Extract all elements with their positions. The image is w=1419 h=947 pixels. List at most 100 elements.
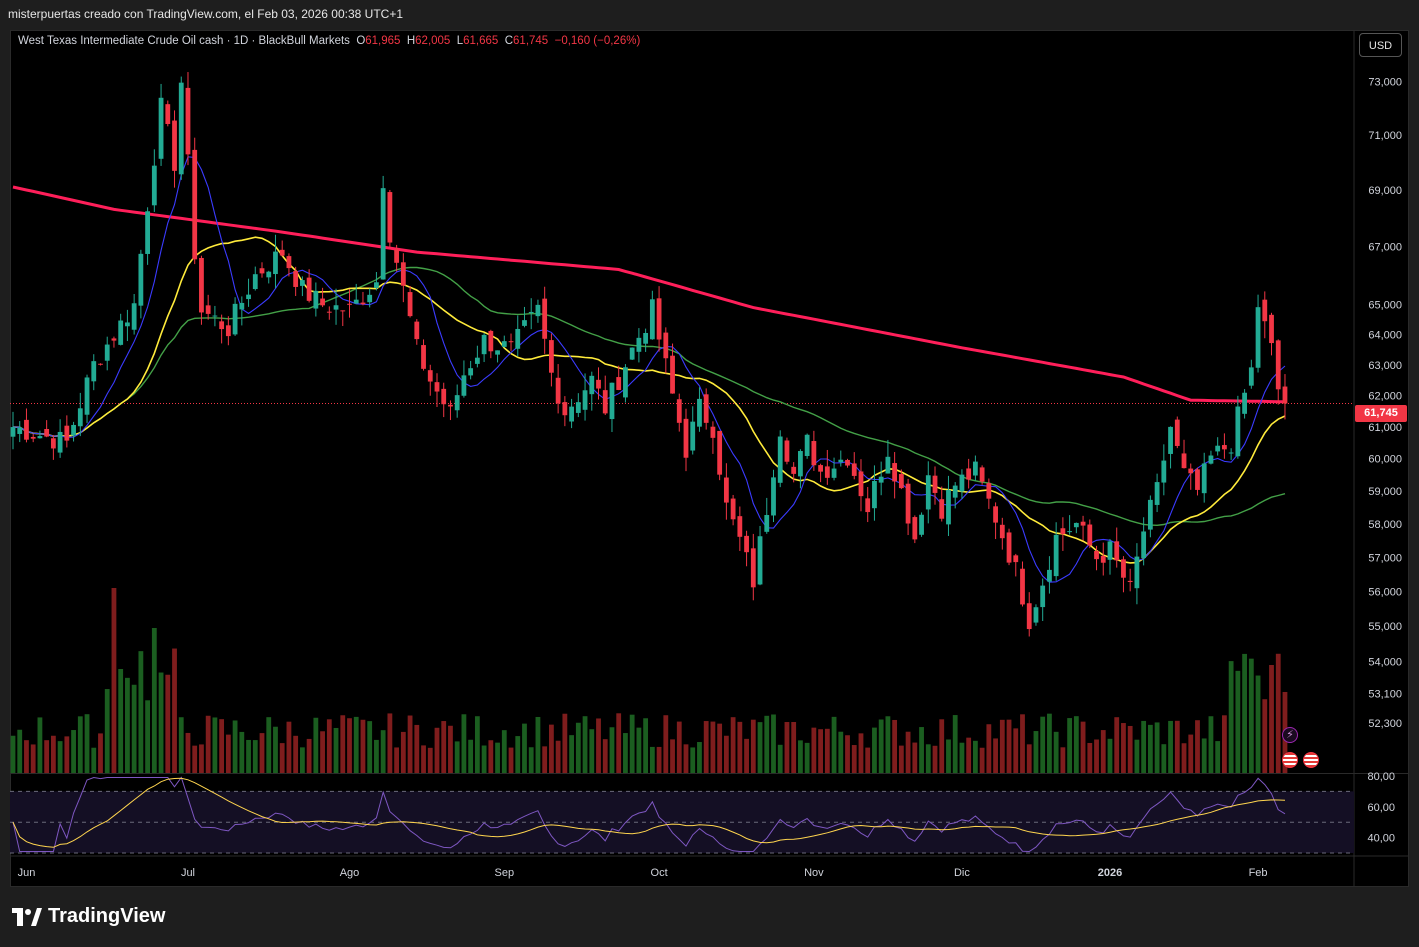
candle-body [299, 280, 305, 286]
volume-bar [515, 736, 521, 773]
legend-symbol: West Texas Intermediate Crude Oil cash ·… [18, 35, 350, 47]
tradingview-logo[interactable]: TradingView [12, 905, 165, 928]
candle-body [131, 303, 137, 330]
volume-bar [313, 717, 319, 773]
candle-body [744, 535, 749, 553]
volume-bar [959, 742, 965, 773]
candle-body [838, 459, 844, 463]
volume-bar [306, 738, 312, 773]
candle-body [710, 426, 716, 438]
candle-body [723, 477, 729, 503]
candle-body [643, 332, 649, 344]
volume-bar [232, 720, 238, 773]
volume-bar [320, 731, 325, 773]
candle-body [562, 402, 568, 416]
us-flag-event-icon[interactable] [1282, 752, 1298, 768]
price-axis-label: 56,000 [1368, 586, 1402, 598]
volume-bar [697, 742, 702, 773]
volume-bar [663, 715, 669, 773]
price-axis-label: 62,000 [1368, 391, 1402, 403]
candle-body [1107, 541, 1113, 560]
volume-bar [872, 727, 877, 773]
candle-body [1275, 340, 1281, 390]
ma50-line [12, 266, 1286, 527]
candle-body [165, 104, 171, 124]
volume-bar [649, 746, 655, 773]
price-axis-label: 54,000 [1368, 656, 1402, 668]
candle-body [474, 357, 480, 364]
candle-body [407, 292, 413, 317]
volume-bar [145, 700, 150, 773]
volume-bar [575, 722, 581, 773]
volume-bar [764, 715, 770, 773]
volume-bar [71, 730, 76, 773]
us-flag-event-icon[interactable] [1303, 752, 1319, 768]
candle-body [549, 340, 554, 373]
volume-bar [1222, 715, 1227, 773]
volume-bar [710, 721, 716, 773]
candle-body [145, 211, 150, 254]
candle-body [1053, 534, 1059, 577]
volume-bar [925, 744, 931, 773]
volume-bar [804, 742, 810, 773]
chart-caption: misterpuertas creado con TradingView.com… [8, 7, 403, 21]
currency-button[interactable]: USD [1359, 33, 1402, 57]
candle-body [791, 466, 797, 474]
volume-bar [979, 747, 985, 773]
candle-body [663, 332, 669, 359]
lightning-icon[interactable]: ⚡ [1282, 727, 1298, 743]
candle-body [1188, 468, 1194, 474]
volume-bar [407, 715, 413, 773]
time-axis-label: Dic [954, 867, 970, 879]
candle-body [999, 524, 1005, 539]
volume-bar [468, 739, 474, 773]
volume-bar [286, 721, 292, 773]
volume-bar [266, 717, 272, 773]
candle-body [939, 499, 945, 519]
volume-bar [1262, 699, 1268, 773]
volume-bar [845, 735, 850, 773]
volume-bar [885, 716, 891, 773]
volume-bar [394, 747, 400, 773]
volume-bar [818, 729, 823, 773]
candle-body [959, 474, 965, 492]
candle-body [636, 337, 642, 352]
volume-bar [723, 735, 729, 773]
candle-body [596, 379, 601, 389]
candle-body [764, 515, 770, 532]
candle-body [320, 298, 325, 306]
volume-bar [1026, 744, 1032, 773]
candle-body [239, 302, 245, 310]
volume-bar [1235, 670, 1241, 773]
volume-bar [616, 713, 622, 773]
candle-body [461, 375, 467, 396]
candle-body [158, 97, 164, 159]
legend-low: 61,665 [463, 35, 499, 47]
candle-body [972, 461, 978, 476]
candle-body [1073, 522, 1079, 528]
volume-bar [111, 588, 117, 773]
volume-bar [91, 747, 97, 773]
candle-body [925, 475, 931, 510]
volume-bar [98, 733, 103, 773]
candle-body [293, 271, 299, 287]
candle-body [1269, 314, 1274, 344]
candle-body [394, 249, 400, 263]
volume-bar [1228, 661, 1234, 773]
candle-body [481, 334, 487, 355]
candle-body [905, 483, 911, 524]
candle-body [225, 325, 231, 337]
volume-bar [730, 717, 736, 773]
volume-bar [205, 715, 211, 773]
volume-bar [878, 719, 884, 773]
candle-body [104, 344, 110, 361]
candle-body [50, 438, 56, 449]
volume-bar [326, 719, 332, 773]
candle-body [1060, 528, 1066, 535]
candle-body [488, 330, 494, 352]
volume-bar [703, 721, 709, 773]
volume-bar [367, 721, 373, 773]
candle-body [932, 475, 938, 493]
volume-bar [1181, 743, 1187, 773]
